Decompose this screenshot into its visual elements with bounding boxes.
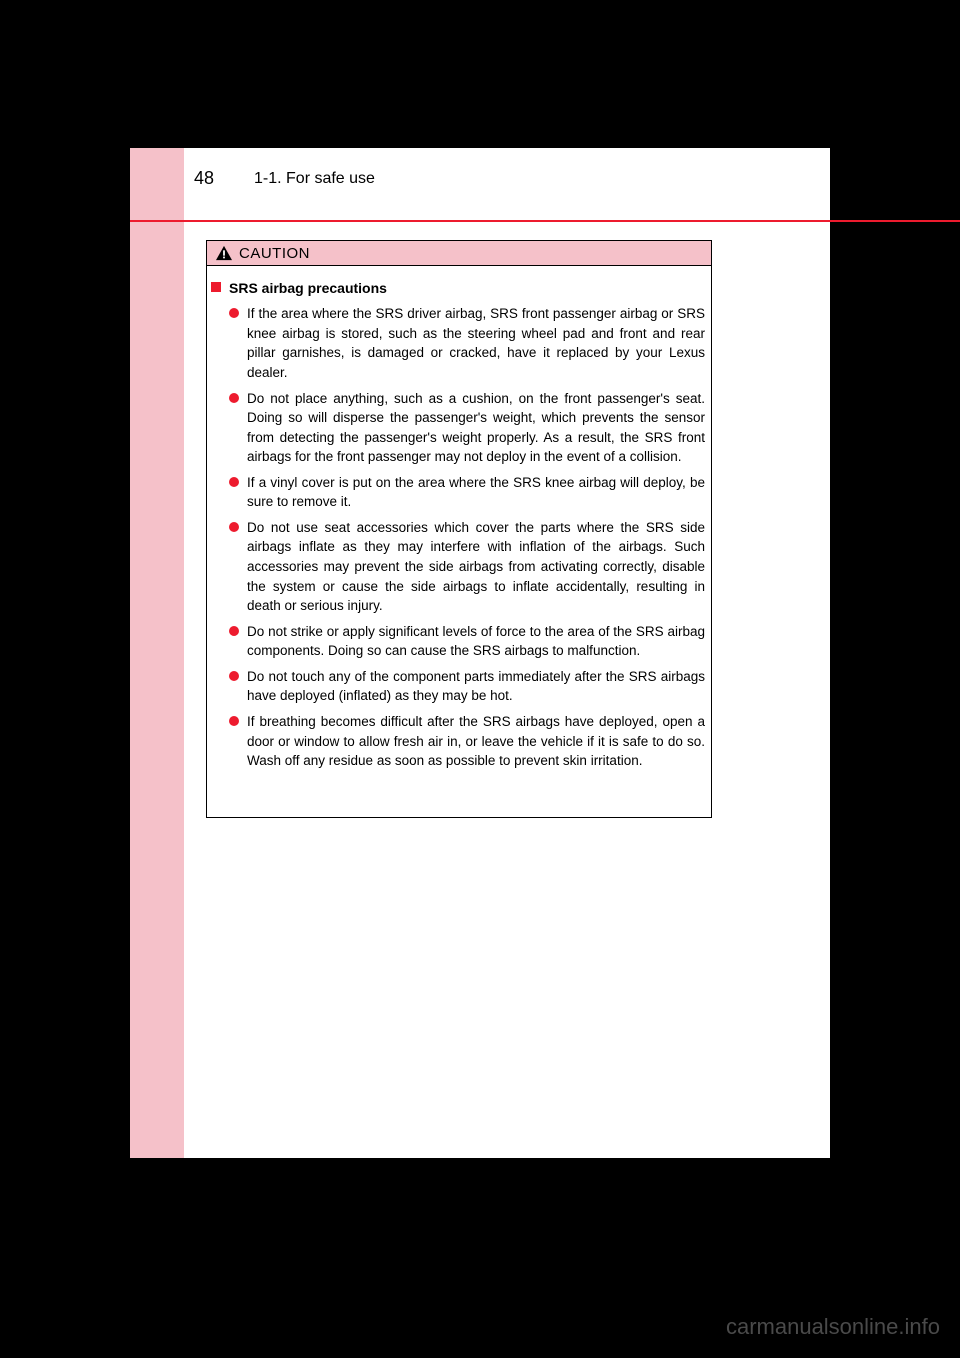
page-number: 48: [194, 168, 214, 189]
bullet-icon: [229, 477, 239, 487]
watermark: carmanualsonline.info: [726, 1314, 940, 1340]
section-title: SRS airbag precautions: [229, 278, 387, 298]
bullet-text: Do not touch any of the component parts …: [247, 667, 705, 706]
bullet-text: Do not strike or apply significant level…: [247, 622, 705, 661]
bullet-text: Do not use seat accessories which cover …: [247, 518, 705, 616]
list-item: Do not strike or apply significant level…: [211, 622, 705, 661]
header-rule: [130, 220, 960, 222]
bullet-text: If a vinyl cover is put on the area wher…: [247, 473, 705, 512]
list-item: Do not place anything, such as a cushion…: [211, 389, 705, 467]
square-bullet-icon: [211, 282, 221, 292]
bullet-text: If the area where the SRS driver airbag,…: [247, 304, 705, 382]
caution-box: CAUTION SRS airbag precautions If the ar…: [206, 240, 712, 818]
bullet-icon: [229, 308, 239, 318]
bullet-icon: [229, 393, 239, 403]
caution-label: CAUTION: [239, 245, 310, 262]
list-item: If the area where the SRS driver airbag,…: [211, 304, 705, 382]
bullet-icon: [229, 671, 239, 681]
page-header: 48 1-1. For safe use: [184, 148, 830, 220]
list-item: Do not use seat accessories which cover …: [211, 518, 705, 616]
bullet-icon: [229, 522, 239, 532]
list-item: Do not touch any of the component parts …: [211, 667, 705, 706]
caution-header: CAUTION: [206, 240, 712, 266]
list-item: If a vinyl cover is put on the area wher…: [211, 473, 705, 512]
manual-page: 48 1-1. For safe use CAUTION SRS airbag …: [130, 148, 830, 1158]
bullet-icon: [229, 716, 239, 726]
chapter-title: 1-1. For safe use: [254, 170, 375, 188]
warning-icon: [215, 245, 233, 261]
side-tab: [130, 148, 184, 1158]
bullet-icon: [229, 626, 239, 636]
bullet-text: Do not place anything, such as a cushion…: [247, 389, 705, 467]
list-item: If breathing becomes difficult after the…: [211, 712, 705, 771]
caution-content: SRS airbag precautions If the area where…: [206, 266, 712, 818]
section-heading: SRS airbag precautions: [211, 278, 705, 298]
bullet-text: If breathing becomes difficult after the…: [247, 712, 705, 771]
